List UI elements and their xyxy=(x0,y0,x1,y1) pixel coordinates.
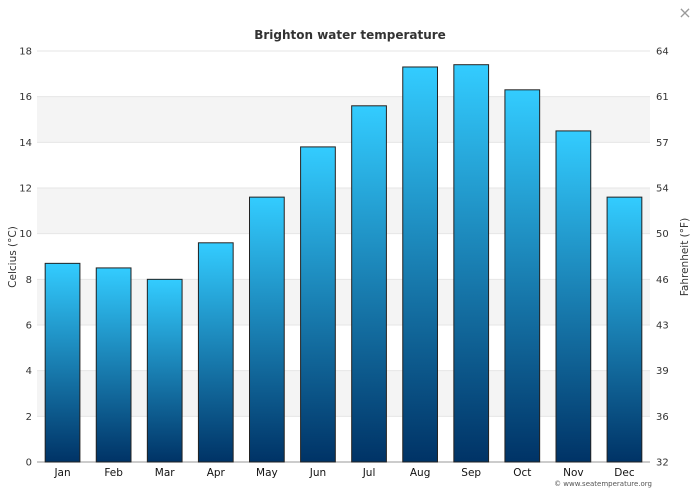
bar-apr[interactable] xyxy=(197,242,234,463)
grid-band xyxy=(37,96,650,143)
y-tick-label: 14 xyxy=(19,138,32,149)
y-tick-label: 2 xyxy=(26,412,32,423)
bar-nov[interactable] xyxy=(555,130,592,463)
chart-title: Brighton water temperature xyxy=(254,28,446,42)
bar-jan[interactable] xyxy=(44,262,81,463)
x-tick-label: Mar xyxy=(155,467,175,479)
y2-tick-label: 50 xyxy=(656,229,669,240)
y2-tick-label: 64 xyxy=(656,47,669,58)
y2-tick-label: 57 xyxy=(656,138,669,149)
y2-tick-label: 46 xyxy=(656,275,669,286)
bar-dec[interactable] xyxy=(606,196,643,463)
x-tick-label: Dec xyxy=(614,467,635,479)
y-tick-label: 16 xyxy=(19,92,32,103)
bar-sep[interactable] xyxy=(453,64,490,463)
x-tick-label: May xyxy=(256,467,278,479)
grid-band xyxy=(37,279,650,325)
bar-oct[interactable] xyxy=(504,89,541,463)
bar-feb[interactable] xyxy=(95,267,132,463)
y2-tick-label: 36 xyxy=(656,412,669,423)
y-tick-label: 12 xyxy=(19,184,32,195)
y-tick-label: 8 xyxy=(26,275,32,286)
y-tick-label: 4 xyxy=(26,366,32,377)
x-tick-label: Jun xyxy=(309,467,326,479)
bar-jul[interactable] xyxy=(351,105,387,463)
x-tick-label: Feb xyxy=(104,467,123,479)
y2-tick-label: 32 xyxy=(656,458,669,469)
y2-tick-label: 43 xyxy=(656,321,669,332)
y-tick-label: 18 xyxy=(19,47,32,58)
grid-band xyxy=(37,370,650,417)
bar-mar[interactable] xyxy=(146,278,183,463)
y-tick-label: 6 xyxy=(26,321,32,332)
x-tick-label: Oct xyxy=(513,467,531,479)
x-tick-label: Apr xyxy=(207,467,226,479)
bar-may[interactable] xyxy=(249,196,285,463)
bar-aug[interactable] xyxy=(402,66,438,463)
x-tick-label: Nov xyxy=(563,467,584,479)
x-tick-label: Jan xyxy=(53,467,70,479)
grid-band xyxy=(37,188,650,234)
credit-text: © www.seatemperature.org xyxy=(554,480,652,488)
close-icon[interactable]: × xyxy=(678,3,692,22)
y2-tick-label: 39 xyxy=(656,366,669,377)
y-axis-title: Celcius (°C) xyxy=(7,226,19,288)
y-tick-label: 10 xyxy=(19,229,32,240)
x-tick-label: Aug xyxy=(410,467,431,479)
y2-tick-label: 61 xyxy=(656,92,669,103)
bar-jun[interactable] xyxy=(300,146,336,463)
y2-tick-label: 54 xyxy=(656,184,669,195)
x-tick-label: Jul xyxy=(362,467,376,479)
y-tick-label: 0 xyxy=(26,458,32,469)
x-tick-label: Sep xyxy=(461,467,481,479)
y2-axis-title: Fahrenheit (°F) xyxy=(679,218,691,296)
